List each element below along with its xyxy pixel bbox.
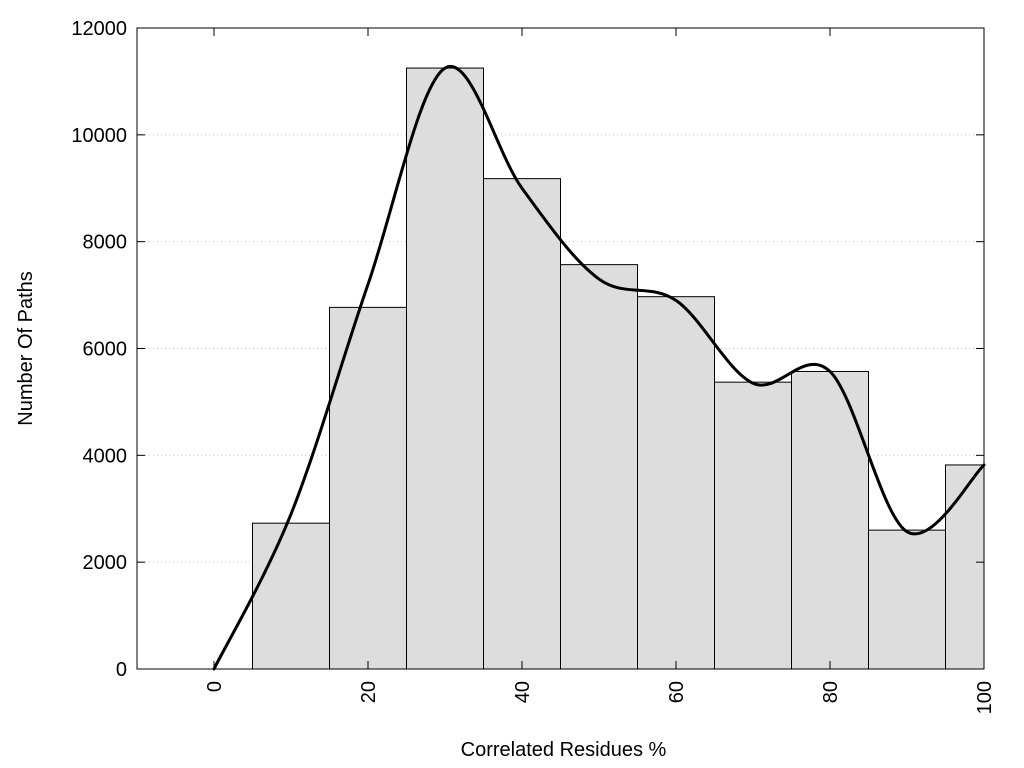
histogram-bar [483, 178, 561, 670]
density-curve [212, 64, 986, 671]
y-axis-ticks: 0 2000 4000 6000 8000 10000 12000 [71, 18, 984, 681]
y-tick-label: 10000 [71, 125, 127, 147]
histogram-bar [252, 522, 330, 670]
x-axis-label: Correlated Residues % [461, 739, 667, 761]
y-tick-label: 8000 [83, 232, 128, 254]
histogram-bar [406, 67, 484, 670]
y-tick-label: 2000 [83, 552, 128, 574]
histogram-bar [791, 370, 869, 670]
y-tick-label: 4000 [83, 445, 128, 467]
x-tick-label: 100 [974, 681, 996, 714]
histogram-bar [560, 264, 638, 670]
x-tick-label: 80 [820, 681, 842, 703]
y-tick-label: 6000 [83, 339, 128, 361]
histogram-bar [329, 306, 407, 670]
y-axis-label: Number Of Paths [15, 271, 37, 426]
x-tick-label: 20 [358, 681, 380, 703]
y-tick-label: 12000 [71, 18, 127, 40]
x-tick-label: 60 [666, 681, 688, 703]
bars-layer [252, 67, 985, 670]
y-tick-label: 0 [116, 659, 127, 681]
histogram-bar [868, 529, 946, 670]
histogram-bar [714, 381, 792, 670]
histogram-bar [945, 464, 985, 670]
x-tick-label: 40 [512, 681, 534, 703]
x-axis-ticks: 0 20 40 60 80 100 [204, 28, 996, 714]
histogram-bar [637, 296, 715, 670]
x-tick-label: 0 [204, 681, 226, 692]
curve-layer [212, 64, 986, 671]
